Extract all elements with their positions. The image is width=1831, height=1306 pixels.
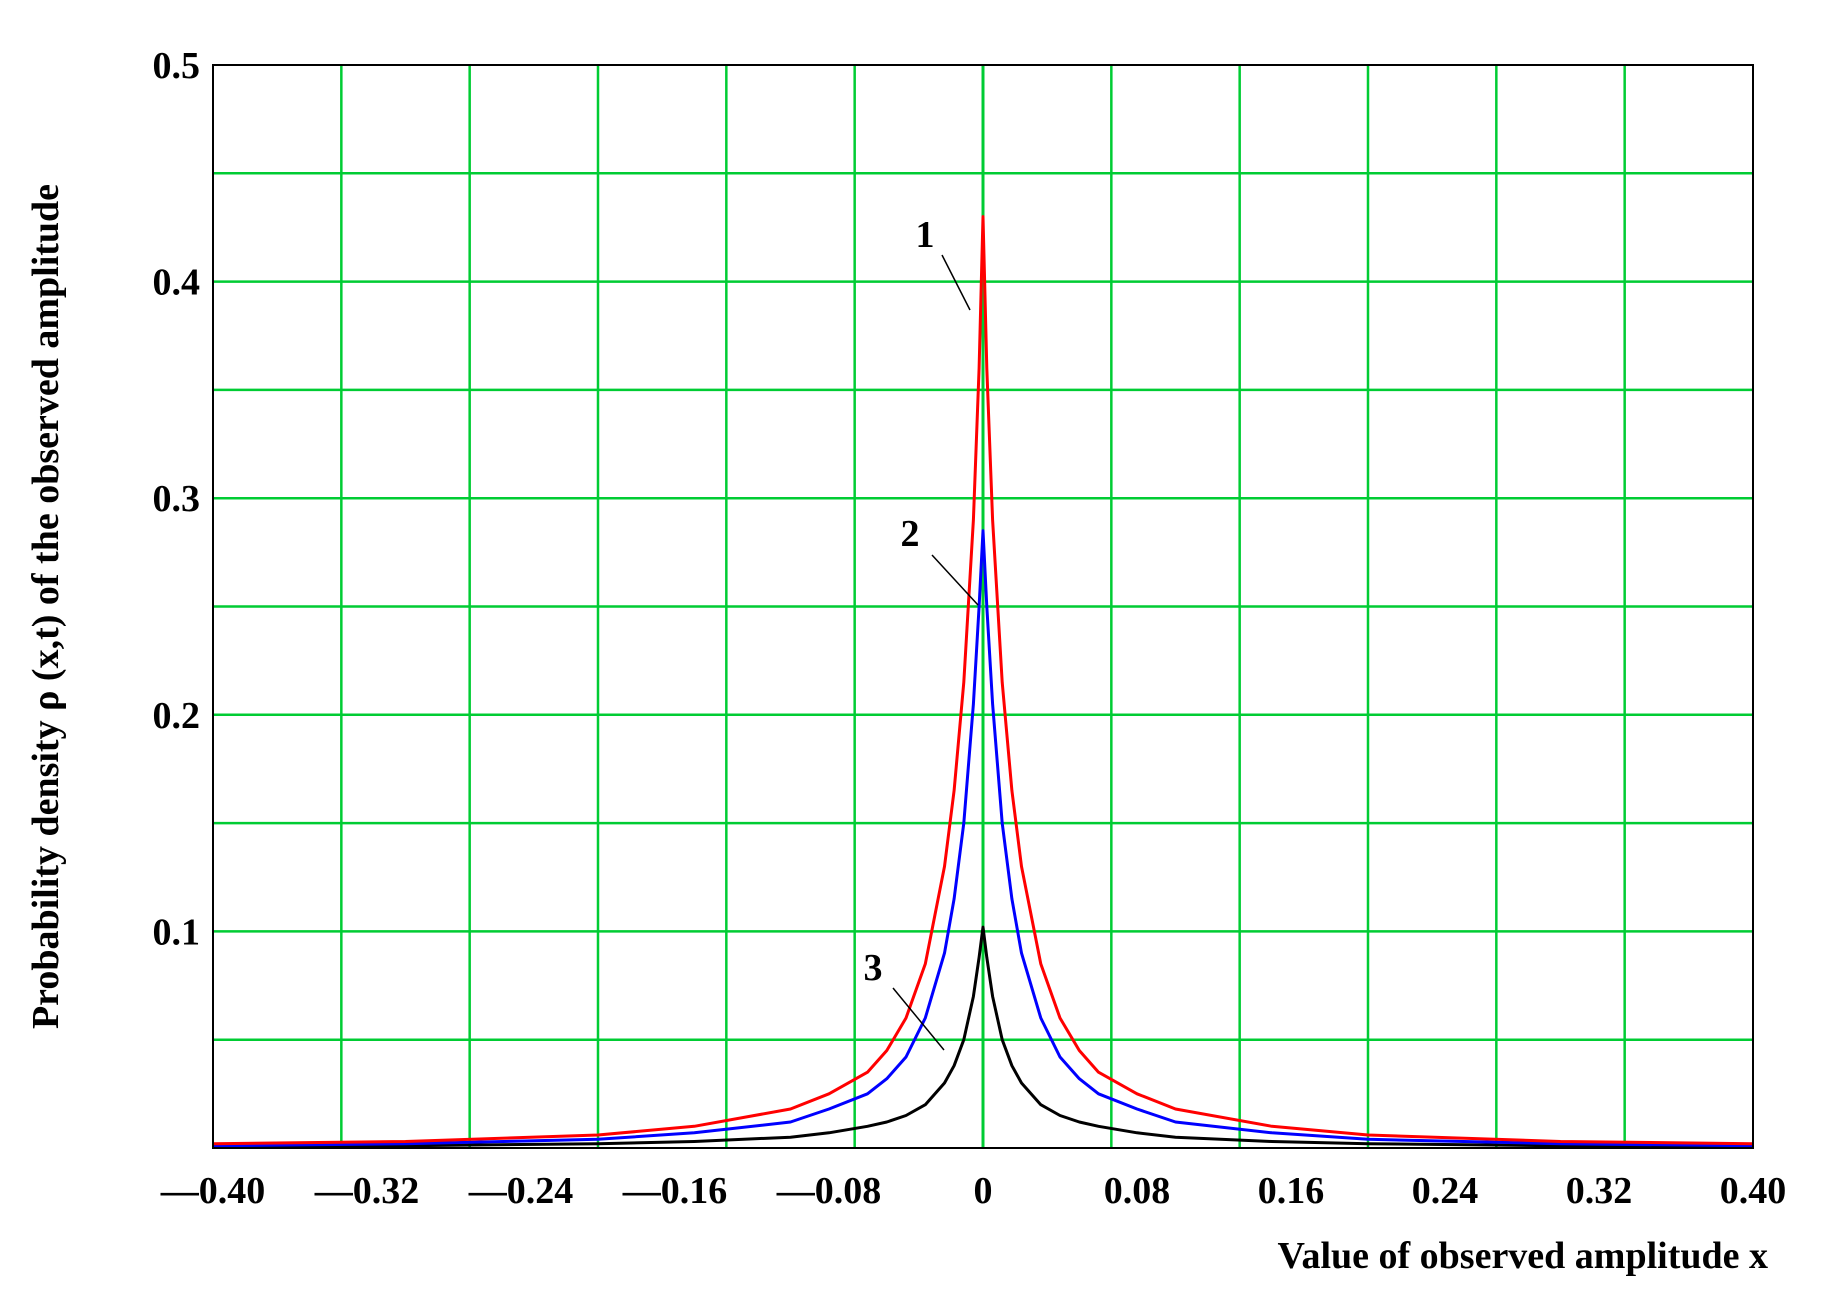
y-tick-label: 0.4 — [153, 262, 201, 304]
curve-label-2: 2 — [901, 513, 920, 555]
x-tick-label: 0.16 — [1258, 1170, 1325, 1212]
x-tick-label: —0.40 — [160, 1170, 266, 1212]
x-tick-label: —0.24 — [468, 1170, 574, 1212]
series-layer — [212, 215, 1754, 1149]
annotation-leader-line — [941, 254, 971, 311]
x-tick-label: 0.32 — [1566, 1170, 1633, 1212]
series-line-1 — [212, 215, 1754, 1146]
plot-frame — [212, 64, 1754, 1149]
series-line-2 — [212, 529, 1754, 1148]
annotation-leader-line — [931, 554, 979, 606]
x-tick-label: —0.16 — [622, 1170, 728, 1212]
x-tick-label: 0.24 — [1412, 1170, 1479, 1212]
x-tick-label: 0.40 — [1720, 1170, 1787, 1212]
y-tick-labels: 0.1 0.2 0.3 0.4 0.5 — [153, 45, 201, 953]
curve-annotations: 1 2 3 — [864, 214, 979, 1051]
x-tick-label: —0.32 — [314, 1170, 420, 1212]
curve-label-1: 1 — [916, 214, 935, 256]
x-tick-label: —0.08 — [776, 1170, 882, 1212]
x-tick-label: 0.08 — [1104, 1170, 1171, 1212]
annotation-leader-line — [892, 987, 945, 1051]
x-axis-label: Value of observed amplitude x — [1277, 1235, 1768, 1277]
x-tick-labels: —0.40 —0.32 —0.24 —0.16 —0.08 0 0.08 0.16 0.24 0.… — [160, 1170, 1787, 1212]
y-tick-label: 0.2 — [153, 695, 201, 737]
y-tick-label: 0.5 — [153, 45, 201, 87]
y-axis-label: Probability density ρ (x,t) of the obser… — [25, 184, 67, 1029]
y-tick-label: 0.1 — [153, 911, 201, 953]
y-tick-label: 0.3 — [153, 478, 201, 520]
series-line-3 — [212, 925, 1754, 1149]
curve-label-3: 3 — [864, 947, 883, 989]
x-tick-label: 0 — [974, 1170, 993, 1212]
